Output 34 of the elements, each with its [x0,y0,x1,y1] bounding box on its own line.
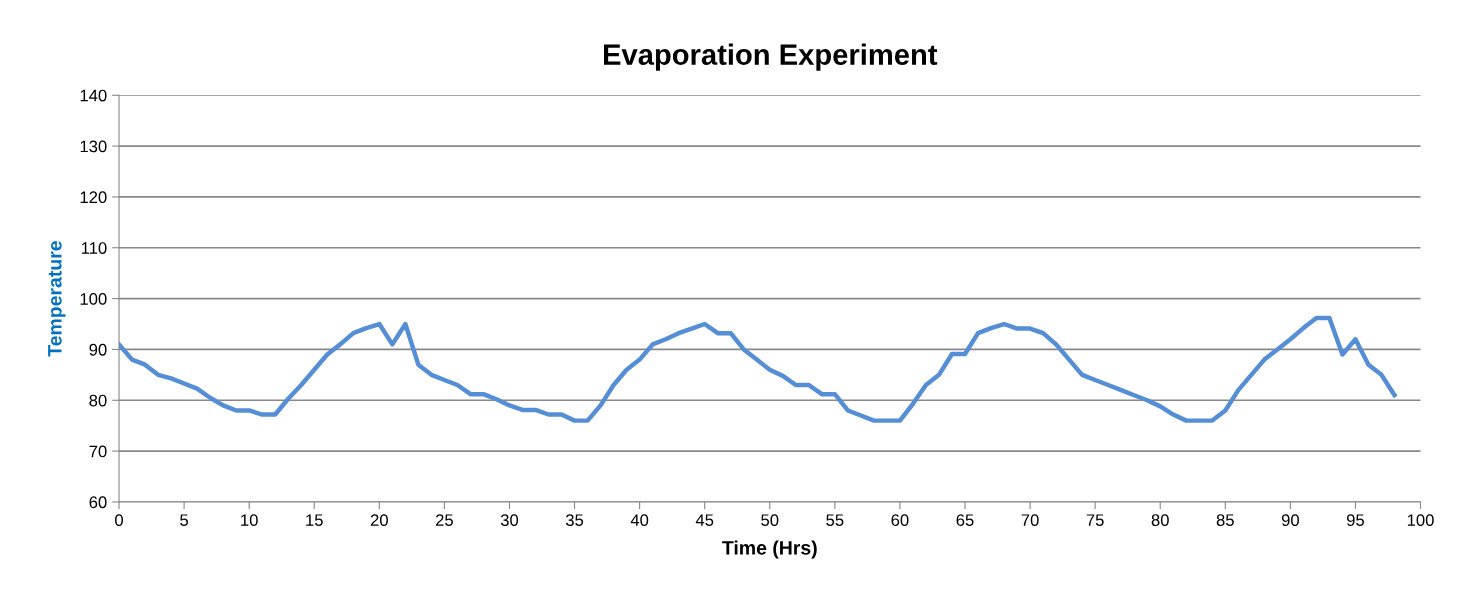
y-tick-label: 100 [80,293,107,305]
x-tick-label: 85 [1216,514,1234,527]
chart-title: Evaporation Experiment [603,43,938,71]
x-tick-label: 45 [695,514,714,527]
x-tick-label: 60 [891,514,909,527]
y-axis-title: Temperature [48,241,66,357]
x-tick-label: 35 [565,514,584,527]
y-tick-label: 130 [80,140,107,153]
x-tick-label: 65 [956,514,974,527]
y-tick-label: 110 [81,242,107,254]
x-tick-label: 20 [370,514,388,527]
x-tick-label: 70 [1021,514,1039,527]
x-tick-label: 50 [761,514,779,527]
x-tick-label: 30 [500,514,519,527]
y-tick-label: 60 [89,496,107,509]
x-axis-title: Time (Hrs) [722,540,817,559]
y-tick-label: 70 [89,445,107,458]
x-tick-label: 0 [115,514,124,527]
y-tick-label: 80 [89,394,107,407]
x-tick-label: 5 [180,514,189,527]
x-tick-label: 55 [826,514,844,527]
y-tick-label: 90 [89,343,107,356]
x-tick-label: 80 [1151,514,1169,527]
x-tick-label: 40 [630,514,649,527]
x-tick-label: 15 [306,514,323,527]
line-series [119,315,1397,423]
x-tick-label: 75 [1086,514,1104,527]
x-tick-label: 95 [1346,514,1365,527]
x-tick-label: 90 [1281,514,1299,527]
x-tick-label: 25 [435,514,453,527]
x-tick-label: 100 [1407,514,1434,527]
y-tick-label: 120 [80,191,107,204]
x-tick-label: 10 [241,514,258,527]
y-tick-label: 140 [80,89,107,102]
